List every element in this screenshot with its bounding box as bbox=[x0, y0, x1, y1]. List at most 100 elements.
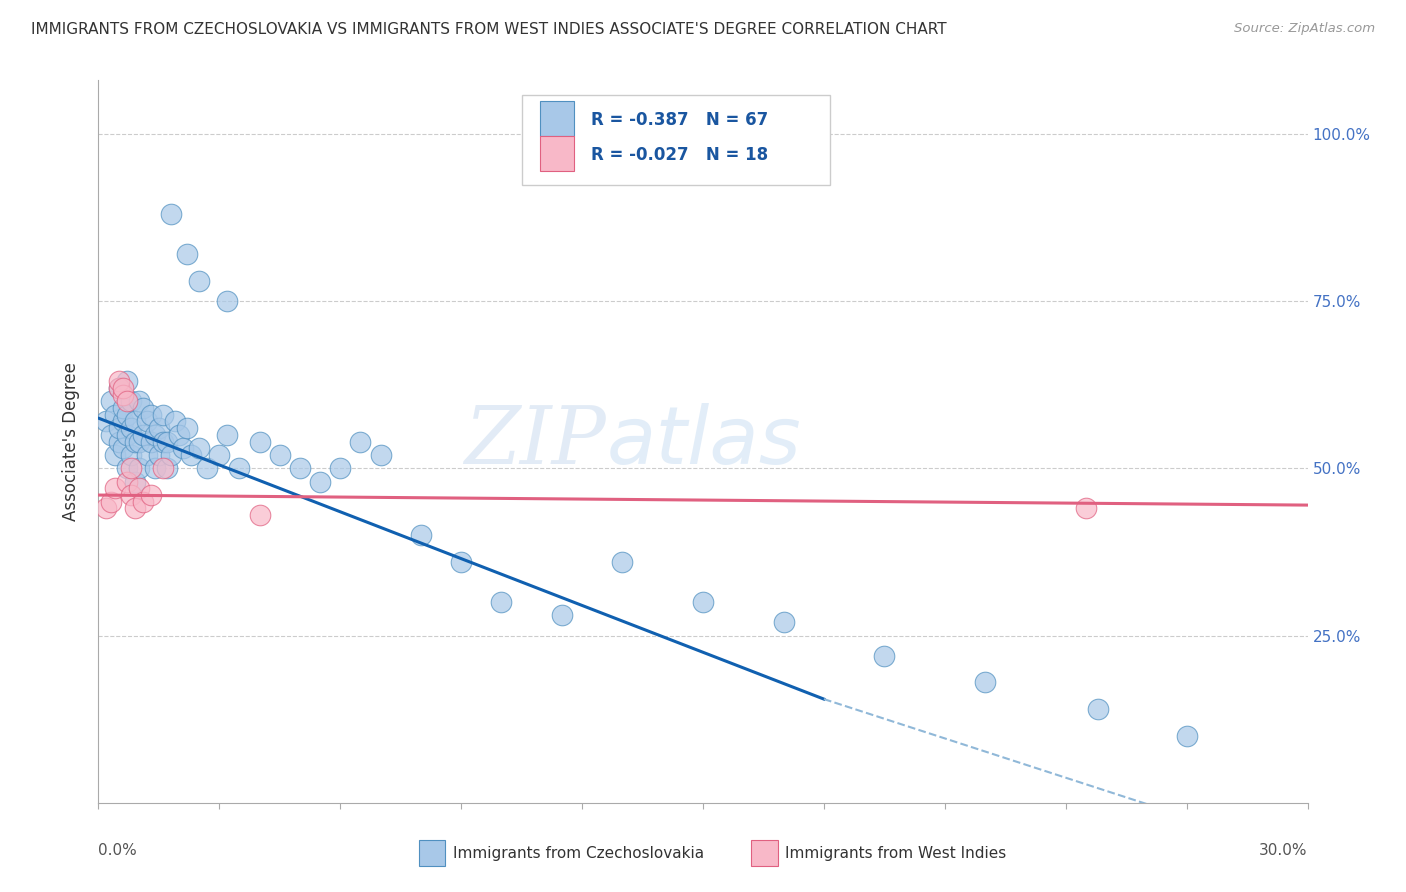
FancyBboxPatch shape bbox=[540, 101, 574, 136]
Point bbox=[143, 427, 166, 442]
Point bbox=[195, 461, 218, 475]
Point bbox=[491, 595, 513, 609]
Point bbox=[180, 448, 202, 462]
Text: R = -0.387   N = 67: R = -0.387 N = 67 bbox=[591, 111, 768, 129]
FancyBboxPatch shape bbox=[522, 95, 830, 185]
Point bbox=[148, 421, 170, 435]
Text: IMMIGRANTS FROM CZECHOSLOVAKIA VS IMMIGRANTS FROM WEST INDIES ASSOCIATE'S DEGREE: IMMIGRANTS FROM CZECHOSLOVAKIA VS IMMIGR… bbox=[31, 22, 946, 37]
Point bbox=[152, 434, 174, 449]
Point bbox=[217, 427, 239, 442]
Point bbox=[160, 448, 183, 462]
Point bbox=[124, 475, 146, 489]
Point bbox=[120, 461, 142, 475]
Text: R = -0.027   N = 18: R = -0.027 N = 18 bbox=[591, 145, 768, 164]
Point bbox=[692, 595, 714, 609]
Point bbox=[124, 434, 146, 449]
Y-axis label: Associate's Degree: Associate's Degree bbox=[62, 362, 80, 521]
Point bbox=[148, 448, 170, 462]
Point bbox=[551, 608, 574, 623]
Point bbox=[139, 488, 162, 502]
Point bbox=[115, 475, 138, 489]
Point bbox=[450, 555, 472, 569]
Point bbox=[228, 461, 250, 475]
Point bbox=[120, 488, 142, 502]
Point bbox=[409, 528, 432, 542]
Point bbox=[135, 448, 157, 462]
Point bbox=[96, 414, 118, 429]
Point bbox=[107, 381, 129, 395]
Text: 0.0%: 0.0% bbox=[98, 843, 138, 857]
Point bbox=[172, 442, 194, 455]
Point bbox=[1175, 729, 1198, 743]
Point bbox=[208, 448, 231, 462]
Point bbox=[107, 375, 129, 389]
Point bbox=[974, 675, 997, 690]
Point bbox=[96, 501, 118, 516]
Point bbox=[124, 414, 146, 429]
Point bbox=[163, 414, 186, 429]
Point bbox=[188, 442, 211, 455]
Point bbox=[156, 461, 179, 475]
Point bbox=[107, 421, 129, 435]
Point bbox=[156, 434, 179, 449]
Point bbox=[152, 408, 174, 422]
Point bbox=[128, 461, 150, 475]
Point bbox=[111, 387, 134, 401]
Point bbox=[120, 448, 142, 462]
Point bbox=[111, 381, 134, 395]
Point bbox=[107, 381, 129, 395]
Point bbox=[107, 434, 129, 449]
Point bbox=[139, 408, 162, 422]
Point bbox=[309, 475, 332, 489]
Point bbox=[329, 461, 352, 475]
Point bbox=[103, 482, 125, 496]
Point bbox=[132, 494, 155, 508]
Point bbox=[349, 434, 371, 449]
Text: atlas: atlas bbox=[606, 402, 801, 481]
Point bbox=[176, 247, 198, 261]
Point bbox=[143, 461, 166, 475]
Point bbox=[128, 394, 150, 409]
Point bbox=[176, 421, 198, 435]
Text: 30.0%: 30.0% bbox=[1260, 843, 1308, 857]
Point bbox=[288, 461, 311, 475]
Point bbox=[873, 648, 896, 663]
Point bbox=[249, 508, 271, 523]
Text: Immigrants from West Indies: Immigrants from West Indies bbox=[785, 846, 1007, 861]
Point bbox=[1087, 702, 1109, 716]
Point bbox=[132, 401, 155, 416]
Point bbox=[111, 401, 134, 416]
Point bbox=[269, 448, 291, 462]
Point bbox=[217, 294, 239, 309]
Point bbox=[152, 461, 174, 475]
Point bbox=[115, 427, 138, 442]
Point bbox=[249, 434, 271, 449]
FancyBboxPatch shape bbox=[751, 840, 778, 866]
Point bbox=[1074, 501, 1097, 516]
Point bbox=[120, 394, 142, 409]
Point bbox=[167, 427, 190, 442]
Point bbox=[115, 461, 138, 475]
Point bbox=[103, 448, 125, 462]
Point bbox=[139, 434, 162, 449]
Point bbox=[370, 448, 392, 462]
Point bbox=[128, 434, 150, 449]
Point bbox=[160, 207, 183, 221]
Point bbox=[100, 394, 122, 409]
Point bbox=[111, 414, 134, 429]
Point bbox=[115, 375, 138, 389]
Point bbox=[103, 408, 125, 422]
Point bbox=[115, 408, 138, 422]
Point bbox=[111, 442, 134, 455]
Point bbox=[115, 394, 138, 409]
Text: Immigrants from Czechoslovakia: Immigrants from Czechoslovakia bbox=[453, 846, 704, 861]
Point bbox=[100, 427, 122, 442]
Point bbox=[772, 615, 794, 630]
FancyBboxPatch shape bbox=[419, 840, 446, 866]
Point bbox=[128, 482, 150, 496]
Point bbox=[188, 274, 211, 288]
Point bbox=[132, 427, 155, 442]
Point bbox=[124, 501, 146, 516]
Text: Source: ZipAtlas.com: Source: ZipAtlas.com bbox=[1234, 22, 1375, 36]
Point bbox=[612, 555, 634, 569]
